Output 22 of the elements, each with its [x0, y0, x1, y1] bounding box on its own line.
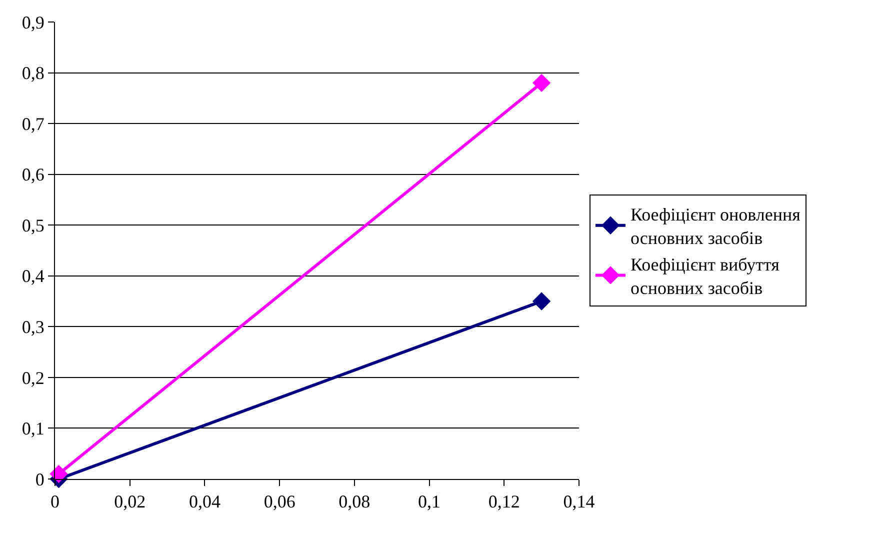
y-tick-label: 0: [35, 469, 44, 490]
y-tick-label: 0,1: [22, 418, 44, 439]
x-tick-label: 0,1: [418, 492, 441, 512]
x-tick-label: 0,08: [338, 492, 370, 512]
y-tick-label: 0,8: [22, 63, 44, 84]
y-tick-label: 0,4: [22, 266, 44, 286]
y-tick-label: 0,6: [22, 164, 44, 185]
point: [532, 74, 551, 92]
x-tick-label: 0,14: [563, 492, 595, 512]
x-tick-label: 0: [50, 492, 60, 512]
legend-label: Коефіцієнт оновлення основних засобів: [630, 204, 800, 248]
x-tick-label: 0,12: [488, 492, 520, 512]
point: [532, 292, 551, 310]
x-tick-label: 0,06: [264, 492, 296, 512]
x-tick-label: 0,04: [188, 492, 220, 512]
x-tick-label: 0,02: [114, 492, 146, 512]
y-tick-label: 0,5: [22, 215, 44, 236]
y-tick-label: 0,9: [22, 12, 44, 32]
y-tick-label: 0,7: [22, 114, 44, 134]
legend-label: Коефіцієнт вибуття основних засобів: [630, 254, 780, 298]
y-tick-label: 0,2: [22, 368, 44, 388]
y-tick-label: 0,3: [22, 316, 44, 337]
